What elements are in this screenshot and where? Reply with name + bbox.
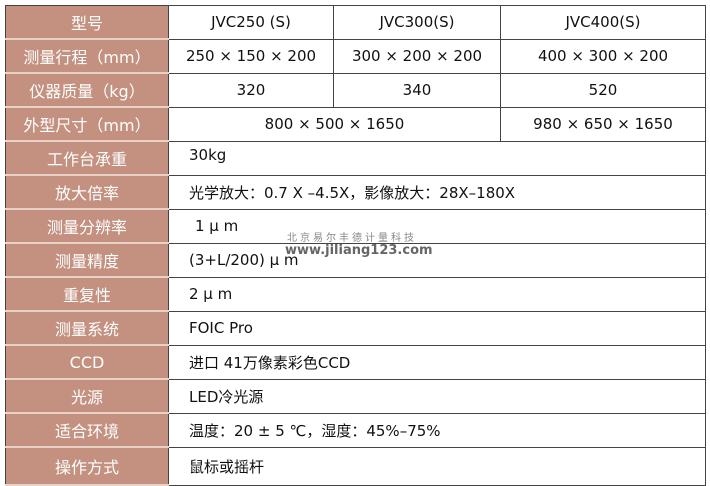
table-row: 适合环境 温度：20 ± 5 ℃，湿度：45%–75% <box>5 412 706 448</box>
value-cell: 2 μ m <box>168 276 706 312</box>
value-cell: 980 × 650 × 1650 <box>500 106 706 142</box>
row-label: 工作台承重 <box>5 140 169 176</box>
value-cell: 340 <box>333 72 501 108</box>
row-label: 适合环境 <box>5 412 169 448</box>
table-row: 操作方式 鼠标或摇杆 <box>5 446 706 486</box>
row-label: 测量行程（mm） <box>5 38 169 74</box>
table-row: CCD 进口 41万像素彩色CCD <box>5 344 706 380</box>
table-row: 放大倍率 光学放大：0.7 X –4.5X，影像放大：28X–180X <box>5 174 706 210</box>
row-label: CCD <box>5 344 169 380</box>
table-row: 测量行程（mm） 250 × 150 × 200 300 × 200 × 200… <box>5 38 706 74</box>
table-row: 外型尺寸（mm） 800 × 500 × 1650 980 × 650 × 16… <box>5 106 706 142</box>
value-cell: 30kg <box>168 140 706 176</box>
row-label: 测量精度 <box>5 242 169 278</box>
value-cell: 鼠标或摇杆 <box>168 446 706 486</box>
value-cell: FOIC Pro <box>168 310 706 346</box>
value-cell: (3+L/200) μ m <box>168 242 706 278</box>
table-row: 重复性 2 μ m <box>5 276 706 312</box>
table-row: 工作台承重 30kg <box>5 140 706 176</box>
row-label: 型号 <box>5 5 169 40</box>
value-cell: 250 × 150 × 200 <box>168 38 334 74</box>
model-cell: JVC250 (S) <box>168 5 334 40</box>
row-label: 操作方式 <box>5 446 169 486</box>
row-label: 重复性 <box>5 276 169 312</box>
watermark-company: 北京易尔丰德计量科技 <box>287 233 417 244</box>
table-row: 测量精度 (3+L/200) μ m <box>5 242 706 278</box>
row-label: 仪器质量（kg） <box>5 72 169 108</box>
table-row: 测量分辨率 1 μ m <box>5 208 706 244</box>
value-cell: 温度：20 ± 5 ℃，湿度：45%–75% <box>168 412 706 448</box>
row-label: 光源 <box>5 378 169 414</box>
table-row: 测量系统 FOIC Pro <box>5 310 706 346</box>
value-cell: LED冷光源 <box>168 378 706 414</box>
spec-table: 型号 JVC250 (S) JVC300(S) JVC400(S) 测量行程（m… <box>5 5 706 486</box>
model-cell: JVC400(S) <box>500 5 706 40</box>
table-row: 光源 LED冷光源 <box>5 378 706 414</box>
table-row-model: 型号 JVC250 (S) JVC300(S) JVC400(S) <box>5 5 706 40</box>
value-cell: 520 <box>500 72 706 108</box>
value-cell: 320 <box>168 72 334 108</box>
row-label: 外型尺寸（mm） <box>5 106 169 142</box>
value-cell: 800 × 500 × 1650 <box>168 106 501 142</box>
value-cell: 400 × 300 × 200 <box>500 38 706 74</box>
value-cell: 光学放大：0.7 X –4.5X，影像放大：28X–180X <box>168 174 706 210</box>
value-cell: 300 × 200 × 200 <box>333 38 501 74</box>
table-row: 仪器质量（kg） 320 340 520 <box>5 72 706 108</box>
watermark-url: www.jiliang123.com <box>285 243 433 258</box>
row-label: 测量分辨率 <box>5 208 169 244</box>
value-cell: 进口 41万像素彩色CCD <box>168 344 706 380</box>
model-cell: JVC300(S) <box>333 5 501 40</box>
value-cell: 1 μ m <box>168 208 706 244</box>
row-label: 测量系统 <box>5 310 169 346</box>
row-label: 放大倍率 <box>5 174 169 210</box>
